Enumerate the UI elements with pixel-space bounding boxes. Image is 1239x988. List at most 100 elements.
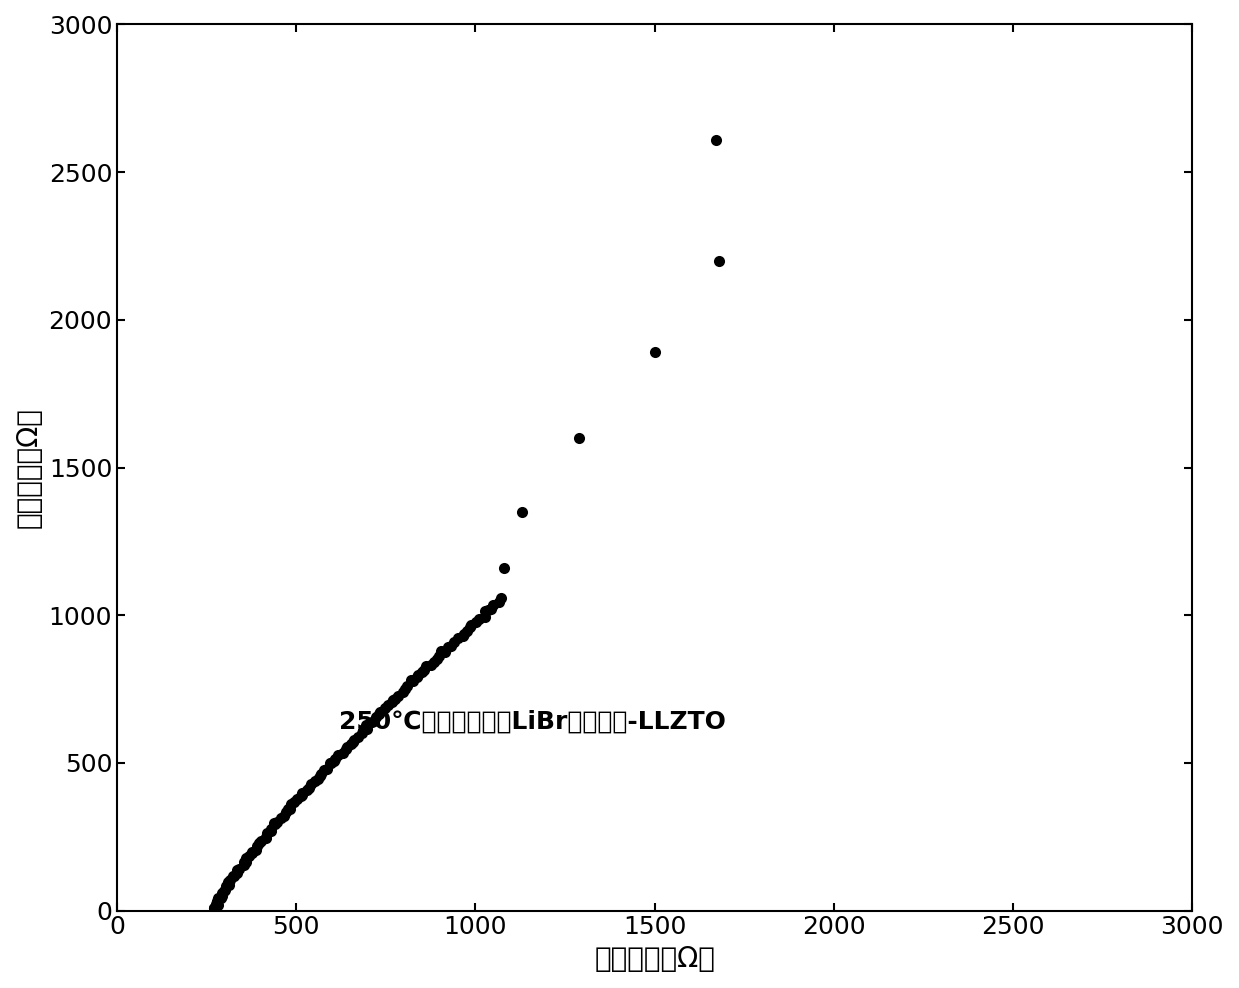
Point <box>383 692 403 707</box>
Point <box>281 796 301 812</box>
Point <box>284 794 304 810</box>
Point <box>333 745 353 761</box>
Point <box>441 638 461 654</box>
Point <box>206 896 225 912</box>
Point <box>336 741 356 757</box>
Point <box>255 830 275 846</box>
Point <box>431 643 451 659</box>
Point <box>261 823 281 839</box>
Point <box>265 816 285 832</box>
Point <box>223 868 243 884</box>
Point <box>299 780 318 795</box>
Point <box>256 829 276 845</box>
Point <box>228 862 248 877</box>
Point <box>297 782 317 798</box>
Point <box>219 872 239 888</box>
Point <box>460 619 479 635</box>
Point <box>348 728 368 744</box>
Point <box>644 345 664 361</box>
Point <box>271 810 291 826</box>
Point <box>224 867 244 883</box>
Point <box>370 704 390 720</box>
Point <box>235 855 255 870</box>
Point <box>286 791 306 807</box>
Point <box>219 877 239 893</box>
Point <box>404 673 424 689</box>
Point <box>214 883 234 899</box>
Point <box>421 657 441 673</box>
Point <box>301 777 321 792</box>
Point <box>395 681 415 697</box>
X-axis label: 阻抗实部（Ω）: 阻抗实部（Ω） <box>595 945 715 973</box>
Point <box>570 430 590 446</box>
Point <box>468 611 488 626</box>
Point <box>488 595 508 611</box>
Point <box>382 695 401 710</box>
Point <box>249 835 269 851</box>
Point <box>292 787 312 803</box>
Point <box>237 851 256 866</box>
Point <box>481 602 501 618</box>
Point <box>274 808 294 824</box>
Point <box>212 888 232 904</box>
Point <box>204 900 224 916</box>
Point <box>313 762 333 778</box>
Point <box>494 560 514 576</box>
Point <box>280 800 300 816</box>
Point <box>234 854 254 869</box>
Point <box>243 844 263 860</box>
Point <box>706 131 726 147</box>
Point <box>416 658 436 674</box>
Point <box>326 751 346 767</box>
Point <box>430 648 450 664</box>
Point <box>337 739 357 755</box>
Point <box>239 848 259 864</box>
Point <box>242 845 261 861</box>
Point <box>310 768 330 783</box>
Point <box>208 897 228 913</box>
Point <box>492 590 512 606</box>
Text: 250℃低温烧结制备LiBr乙醇溶液-LLZTO: 250℃低温烧结制备LiBr乙醇溶液-LLZTO <box>339 709 726 733</box>
Point <box>268 814 287 830</box>
Point <box>466 614 486 629</box>
Point <box>353 722 373 738</box>
Point <box>317 761 337 777</box>
Point <box>218 873 238 889</box>
Point <box>343 734 363 750</box>
Point <box>452 628 472 644</box>
Point <box>378 698 398 713</box>
Point <box>424 654 444 670</box>
Point <box>453 626 473 642</box>
Point <box>229 862 249 877</box>
Point <box>321 755 341 771</box>
Point <box>483 597 503 613</box>
Point <box>208 890 228 906</box>
Point <box>439 639 458 655</box>
Point <box>341 736 361 752</box>
Point <box>278 801 297 817</box>
Point <box>408 669 427 685</box>
Point <box>247 838 266 854</box>
Point <box>362 714 382 730</box>
Point <box>426 651 446 667</box>
Point <box>307 771 327 786</box>
Point <box>256 825 276 841</box>
Point <box>435 644 455 660</box>
Point <box>389 688 409 703</box>
Point <box>212 890 232 906</box>
Point <box>401 673 421 689</box>
Point <box>207 893 227 909</box>
Point <box>204 900 224 916</box>
Point <box>265 815 285 831</box>
Point <box>214 882 234 898</box>
Point <box>461 618 481 633</box>
Point <box>311 766 331 782</box>
Point <box>247 842 266 858</box>
Point <box>358 721 378 737</box>
Point <box>512 504 532 520</box>
Point <box>409 667 429 683</box>
Point <box>261 821 281 837</box>
Point <box>356 717 375 733</box>
Point <box>234 858 254 873</box>
Point <box>449 630 468 646</box>
